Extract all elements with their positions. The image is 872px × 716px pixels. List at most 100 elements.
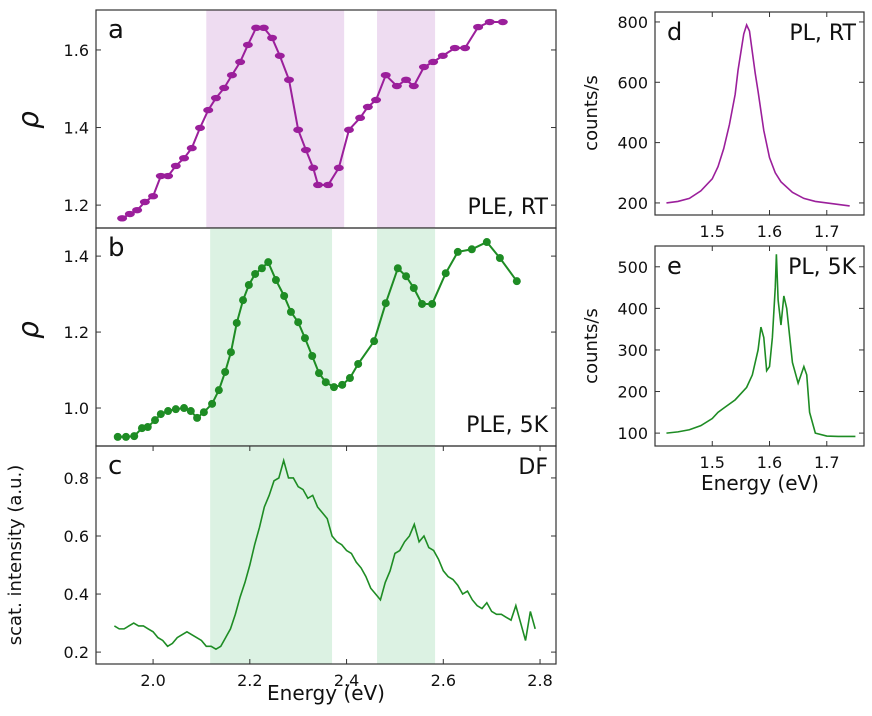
data-point — [219, 84, 230, 92]
y-tick-label: 400 — [617, 299, 648, 318]
data-point — [186, 407, 195, 416]
data-point — [402, 272, 411, 281]
y-tick-label: 1.6 — [64, 41, 89, 60]
x-axis-label: Energy (eV) — [701, 471, 819, 495]
data-point — [226, 71, 237, 79]
data-point — [300, 334, 309, 343]
data-point — [467, 245, 476, 254]
y-tick-label: 0.2 — [64, 643, 89, 662]
y-axis-label: counts/s — [581, 308, 602, 384]
data-point — [179, 154, 190, 162]
data-point — [300, 146, 311, 154]
y-tick-label: 400 — [617, 134, 648, 153]
data-point — [132, 206, 143, 214]
data-point — [170, 162, 181, 170]
y-axis-label: ρ — [12, 111, 45, 129]
panel-label: a — [108, 15, 124, 45]
data-line — [666, 22, 850, 207]
data-point — [199, 408, 208, 417]
x-tick-label: 2.0 — [140, 671, 165, 690]
y-tick-label: 200 — [617, 194, 648, 213]
data-point — [294, 318, 303, 327]
x-tick-label: 2.4 — [334, 671, 359, 690]
data-point — [139, 198, 150, 206]
highlight-band — [377, 446, 436, 664]
y-tick-label: 1.4 — [64, 247, 89, 266]
data-point — [155, 172, 166, 180]
data-point — [371, 96, 382, 104]
data-point — [482, 238, 491, 247]
plot-area — [113, 446, 536, 664]
data-point — [267, 34, 278, 42]
data-point — [401, 76, 412, 84]
data-point — [280, 291, 289, 300]
data-point — [186, 144, 197, 152]
data-point — [251, 269, 260, 278]
data-point — [148, 192, 159, 200]
axes-frame — [95, 445, 557, 665]
data-point — [418, 299, 427, 308]
data-point — [130, 432, 139, 441]
data-point — [171, 405, 180, 414]
data-point — [441, 269, 450, 278]
x-axis-label: Energy (eV) — [267, 681, 385, 705]
data-point — [163, 172, 174, 180]
data-point — [242, 41, 253, 49]
data-point — [286, 307, 295, 316]
panel-label: e — [667, 252, 682, 280]
axes-frame — [654, 11, 865, 216]
data-point — [203, 106, 214, 114]
highlight-band — [377, 228, 436, 446]
data-point — [449, 44, 460, 52]
data-point — [370, 337, 379, 346]
x-tick-label: 2.8 — [527, 671, 552, 690]
panel-label: c — [108, 451, 122, 481]
panel-label: d — [667, 18, 682, 46]
y-tick-label: 0.8 — [64, 469, 89, 488]
data-point — [221, 367, 230, 376]
y-tick-label: 1.4 — [64, 119, 89, 138]
data-point — [117, 215, 128, 222]
data-point — [314, 369, 323, 378]
annotation: DF — [518, 455, 548, 480]
data-point — [239, 296, 248, 305]
data-point — [271, 276, 280, 285]
data-point — [428, 299, 437, 308]
plot-area — [117, 10, 508, 228]
data-point — [345, 374, 354, 383]
y-axis-label: ρ — [12, 321, 45, 339]
data-point — [214, 386, 223, 395]
data-point — [113, 432, 122, 441]
y-tick-label: 1.2 — [64, 196, 89, 215]
data-point — [512, 277, 521, 286]
data-point — [460, 44, 471, 52]
annotation: PLE, 5K — [466, 413, 548, 438]
data-point — [380, 71, 391, 79]
data-point — [393, 264, 402, 273]
data-point — [264, 258, 273, 267]
data-point — [343, 126, 354, 134]
data-point — [124, 210, 135, 218]
y-tick-label: 300 — [617, 341, 648, 360]
data-point — [313, 181, 324, 189]
y-tick-label: 1.0 — [64, 399, 89, 418]
data-point — [293, 126, 304, 134]
data-point — [362, 103, 373, 111]
data-point — [338, 380, 347, 389]
plot-area — [666, 22, 850, 207]
data-point — [226, 348, 235, 357]
annotation: PLE, RT — [467, 195, 548, 220]
x-tick-label: 1.6 — [757, 222, 782, 241]
data-point — [497, 18, 508, 26]
y-axis-label: scat. intensity (a.u.) — [5, 465, 26, 646]
y-tick-label: 0.4 — [64, 585, 89, 604]
data-point — [164, 407, 173, 416]
data-point — [274, 52, 285, 59]
data-point — [232, 318, 241, 327]
data-point — [428, 58, 439, 66]
data-point — [143, 423, 152, 432]
x-tick-label: 1.7 — [814, 453, 839, 472]
y-tick-label: 0.6 — [64, 527, 89, 546]
data-point — [355, 114, 366, 122]
